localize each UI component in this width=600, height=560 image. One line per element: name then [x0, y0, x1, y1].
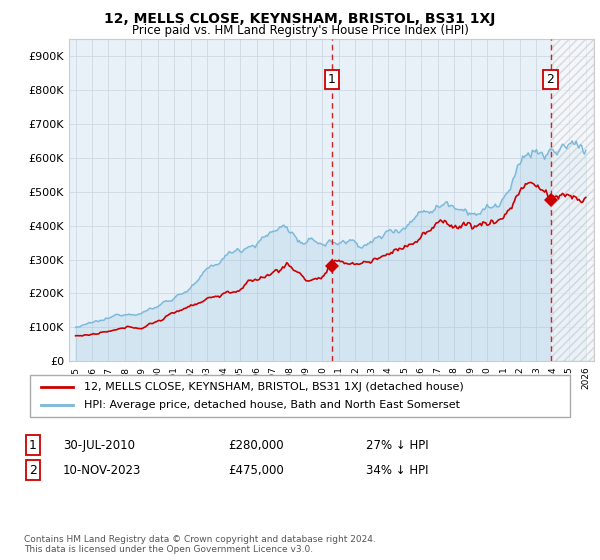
- Text: 30-JUL-2010: 30-JUL-2010: [63, 438, 135, 452]
- Text: 12, MELLS CLOSE, KEYNSHAM, BRISTOL, BS31 1XJ (detached house): 12, MELLS CLOSE, KEYNSHAM, BRISTOL, BS31…: [84, 382, 464, 392]
- Text: 2: 2: [29, 464, 37, 477]
- Text: 27% ↓ HPI: 27% ↓ HPI: [366, 438, 428, 452]
- Text: 1: 1: [29, 438, 37, 452]
- Text: £280,000: £280,000: [228, 438, 284, 452]
- Text: 1: 1: [328, 73, 336, 86]
- Text: Price paid vs. HM Land Registry's House Price Index (HPI): Price paid vs. HM Land Registry's House …: [131, 24, 469, 36]
- Text: 10-NOV-2023: 10-NOV-2023: [63, 464, 142, 477]
- Text: 2: 2: [547, 73, 554, 86]
- Text: HPI: Average price, detached house, Bath and North East Somerset: HPI: Average price, detached house, Bath…: [84, 400, 460, 410]
- Text: 34% ↓ HPI: 34% ↓ HPI: [366, 464, 428, 477]
- Text: Contains HM Land Registry data © Crown copyright and database right 2024.
This d: Contains HM Land Registry data © Crown c…: [24, 535, 376, 554]
- FancyBboxPatch shape: [30, 375, 570, 417]
- Text: 12, MELLS CLOSE, KEYNSHAM, BRISTOL, BS31 1XJ: 12, MELLS CLOSE, KEYNSHAM, BRISTOL, BS31…: [104, 12, 496, 26]
- Text: £475,000: £475,000: [228, 464, 284, 477]
